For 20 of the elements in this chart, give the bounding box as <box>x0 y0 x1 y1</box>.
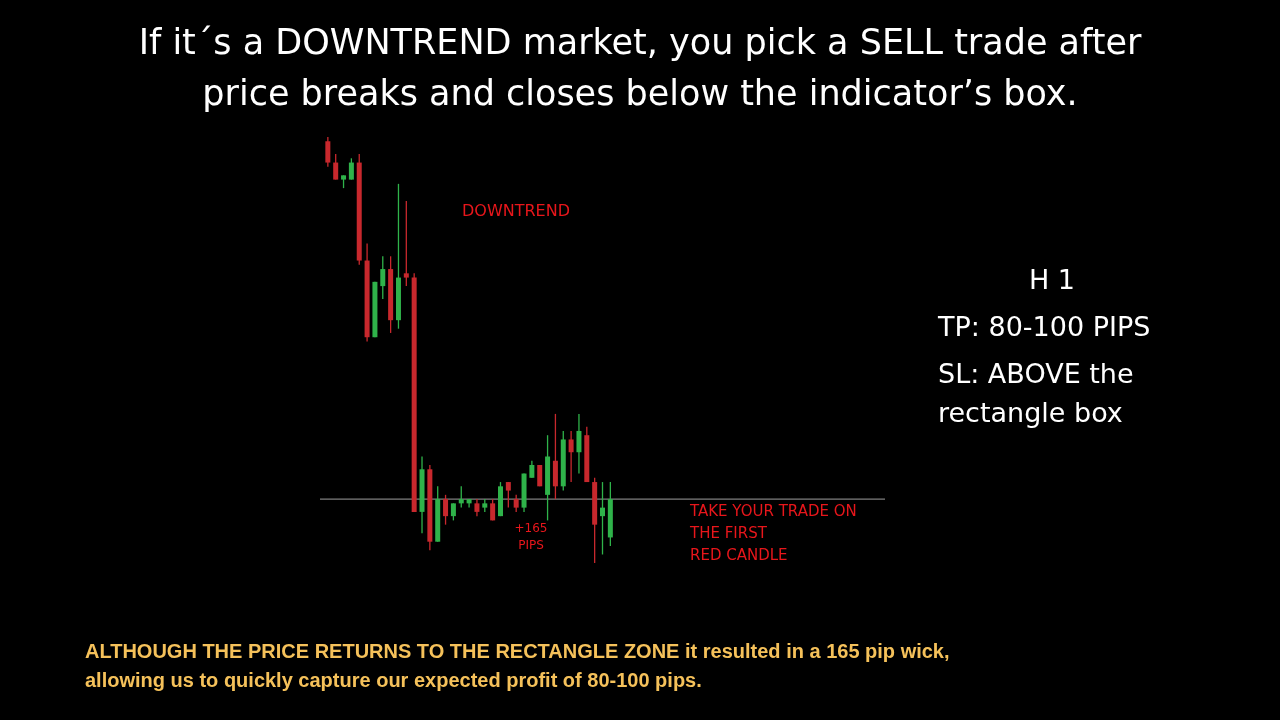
candlestick <box>403 200 409 287</box>
text: SL: ABOVE the rectangle box <box>938 358 1134 429</box>
candlestick <box>333 153 339 181</box>
text: ALTHOUGH THE PRICE RETURNS TO THE RECTANGLE ZONE it resulted in a 165 pip wick, allowing us to quickly capture our expected profit of 80-100 pips. <box>85 640 950 691</box>
candlestick <box>505 481 511 509</box>
candlestick <box>458 485 464 509</box>
annotation: +165 PIPS <box>514 521 548 553</box>
candlestick <box>568 430 574 483</box>
text: TAKE YOUR TRADE ON THE FIRST RED CANDLE <box>689 502 857 564</box>
candlestick <box>443 494 449 526</box>
candlestick <box>380 255 386 300</box>
annotation: DOWNTREND <box>462 201 570 220</box>
candlestick <box>600 481 605 556</box>
candlestick <box>466 498 472 509</box>
text: TP: 80-100 PIPS <box>937 311 1151 342</box>
candlestick <box>576 413 582 475</box>
text: H 1 <box>1028 264 1076 295</box>
candlestick <box>325 136 331 168</box>
chart-title: If it´s a DOWNTREND market, you pick a SELL trade after price breaks and closes below the indicator’s box. <box>138 22 1142 113</box>
candlestick <box>348 157 354 181</box>
